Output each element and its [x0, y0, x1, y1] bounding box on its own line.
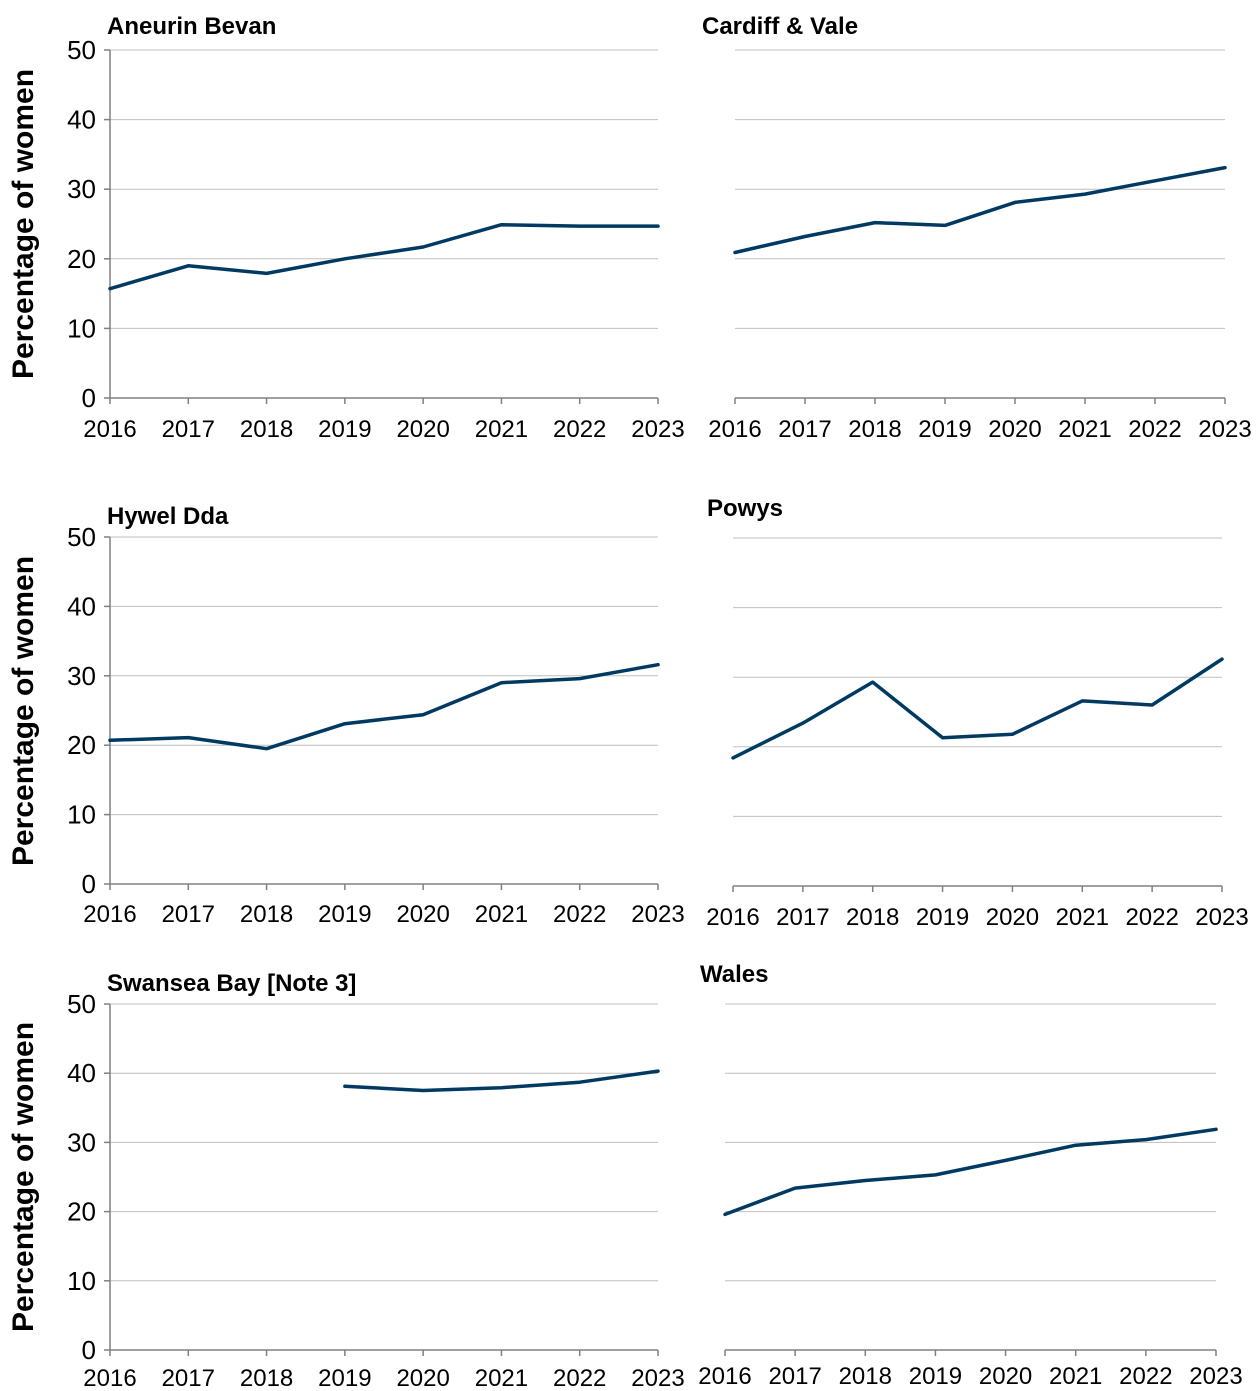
y-axis-label: Percentage of women: [7, 556, 40, 866]
x-tick-label: 2019: [918, 416, 971, 443]
x-tick-label: 2017: [162, 416, 215, 443]
y-axis-label: Percentage of women: [7, 1022, 40, 1332]
x-tick-label: 2017: [778, 416, 831, 443]
panel-title: Wales: [700, 961, 768, 988]
y-tick-label: 50: [67, 35, 96, 65]
x-tick-label: 2021: [475, 1365, 528, 1391]
series-line: [343, 1069, 660, 1093]
x-tick-label: 2017: [776, 904, 829, 931]
chart-panel-4: 2016 2017 2018 2019 2020 2021 2022 2023 Powys: [706, 495, 1248, 931]
x-tick-label: 2018: [839, 1363, 892, 1390]
x-tick-label: 2018: [848, 416, 901, 443]
y-tick-label: 0: [82, 383, 96, 413]
x-tick-label: 2019: [916, 904, 969, 931]
y-tick-label: 10: [67, 1266, 96, 1296]
chart-panel-3: 0 10 20 30 40 50 2016 2017 2018 2019 2020 2021 2022 2…: [7, 503, 685, 928]
y-tick-label: 50: [67, 522, 96, 552]
series-line: [108, 222, 660, 291]
x-tick-label: 2018: [846, 904, 899, 931]
series-line: [108, 662, 660, 751]
y-tick-label: 40: [67, 105, 96, 135]
panel-title: Powys: [707, 495, 783, 522]
x-tick-label: 2020: [396, 1365, 449, 1391]
x-tick-label: 2017: [768, 1363, 821, 1390]
x-tick-label: 2022: [553, 901, 606, 928]
panel-title: Aneurin Bevan: [107, 13, 276, 40]
x-tick-label: 2021: [475, 416, 528, 443]
x-tick-label: 2020: [988, 416, 1041, 443]
y-tick-label: 30: [67, 174, 96, 204]
x-tick-label: 2016: [708, 416, 761, 443]
x-tick-label: 2019: [318, 901, 371, 928]
y-tick-label: 10: [67, 313, 96, 343]
y-tick-label: 10: [67, 800, 96, 830]
x-tick-label: 2022: [553, 416, 606, 443]
panel-title: Swansea Bay [Note 3]: [107, 970, 356, 997]
y-tick-label: 30: [67, 1127, 96, 1157]
panel-title: Cardiff & Vale: [702, 13, 858, 40]
chart-panel-1: 0 10 20 30 40 50 2016 2017 2018 2019 2020 2021 2022 2…: [7, 13, 685, 443]
x-tick-label: 2017: [162, 1365, 215, 1391]
x-tick-label: 2018: [240, 416, 293, 443]
y-tick-label: 20: [67, 1197, 96, 1227]
x-tick-label: 2020: [986, 904, 1039, 931]
chart-panel-5: 0 10 20 30 40 50 2016 2017 2018 2019 2020 2021 2022 2…: [7, 970, 685, 1391]
x-tick-label: 2016: [698, 1363, 751, 1390]
x-tick-label: 2019: [318, 416, 371, 443]
x-tick-label: 2022: [1128, 416, 1181, 443]
series-line: [733, 165, 1227, 255]
series-line: [723, 1127, 1218, 1217]
x-tick-label: 2020: [396, 416, 449, 443]
x-tick-label: 2019: [318, 1365, 371, 1391]
y-axis-label: Percentage of women: [7, 69, 40, 379]
x-tick-label: 2022: [553, 1365, 606, 1391]
y-tick-label: 40: [67, 591, 96, 621]
x-tick-label: 2017: [162, 901, 215, 928]
x-tick-label: 2022: [1125, 904, 1178, 931]
x-tick-label: 2021: [1049, 1363, 1102, 1390]
x-tick-label: 2023: [1189, 1363, 1242, 1390]
x-tick-label: 2023: [631, 1365, 684, 1391]
x-tick-label: 2019: [909, 1363, 962, 1390]
x-tick-label: 2021: [475, 901, 528, 928]
x-tick-label: 2023: [1195, 904, 1248, 931]
x-tick-label: 2020: [979, 1363, 1032, 1390]
y-tick-label: 20: [67, 730, 96, 760]
x-tick-label: 2016: [83, 901, 136, 928]
x-tick-label: 2016: [83, 1365, 136, 1391]
series-line: [731, 657, 1224, 760]
y-tick-label: 0: [82, 1335, 96, 1365]
y-tick-label: 40: [67, 1058, 96, 1088]
x-tick-label: 2021: [1056, 904, 1109, 931]
x-tick-label: 2016: [83, 416, 136, 443]
x-tick-label: 2023: [631, 901, 684, 928]
x-tick-label: 2023: [631, 416, 684, 443]
y-tick-label: 30: [67, 661, 96, 691]
x-tick-label: 2018: [240, 1365, 293, 1391]
chart-panel-6: 2016 2017 2018 2019 2020 2021 2022 2023 Wales: [698, 961, 1242, 1390]
chart-panel-2: 2016 2017 2018 2019 2020 2021 2022 2023 Cardiff …: [702, 13, 1252, 443]
x-tick-label: 2016: [706, 904, 759, 931]
x-tick-label: 2023: [1198, 416, 1251, 443]
y-tick-label: 50: [67, 989, 96, 1019]
panel-title: Hywel Dda: [107, 503, 229, 530]
x-tick-label: 2018: [240, 901, 293, 928]
y-tick-label: 0: [82, 869, 96, 899]
x-tick-label: 2020: [396, 901, 449, 928]
y-tick-label: 20: [67, 244, 96, 274]
x-tick-label: 2021: [1058, 416, 1111, 443]
x-tick-label: 2022: [1119, 1363, 1172, 1390]
